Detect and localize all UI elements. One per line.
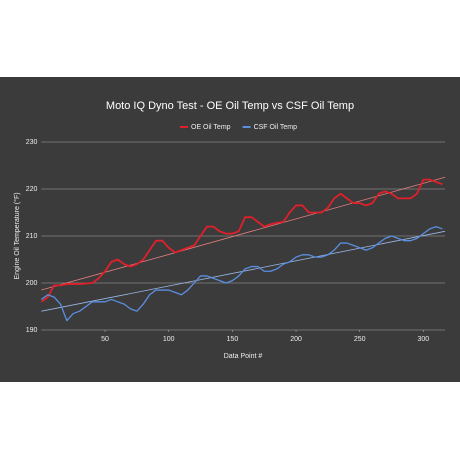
data-line [40, 178, 443, 303]
x-axis-label: Data Point # [224, 353, 263, 360]
data-line [41, 225, 443, 322]
y-tick-label: 200 [26, 280, 38, 287]
x-tick-label: 300 [418, 336, 430, 343]
x-tick-label: 100 [163, 336, 175, 343]
y-tick-label: 230 [26, 139, 38, 146]
x-tick-label: 150 [227, 336, 239, 343]
chart-title: Moto IQ Dyno Test - OE Oil Temp vs CSF O… [106, 100, 354, 112]
y-tick-label: 210 [26, 233, 38, 240]
legend-label: CSF Oil Temp [254, 124, 298, 131]
legend-label: OE Oil Temp [191, 124, 231, 131]
chart-background [0, 77, 460, 382]
y-tick-label: 220 [26, 186, 38, 193]
x-tick-label: 200 [290, 336, 302, 343]
x-tick-label: 250 [354, 336, 366, 343]
y-axis-label: Engine Oil Temperature (°F) [13, 192, 21, 279]
x-tick-label: 50 [101, 336, 109, 343]
y-tick-label: 190 [26, 327, 38, 334]
